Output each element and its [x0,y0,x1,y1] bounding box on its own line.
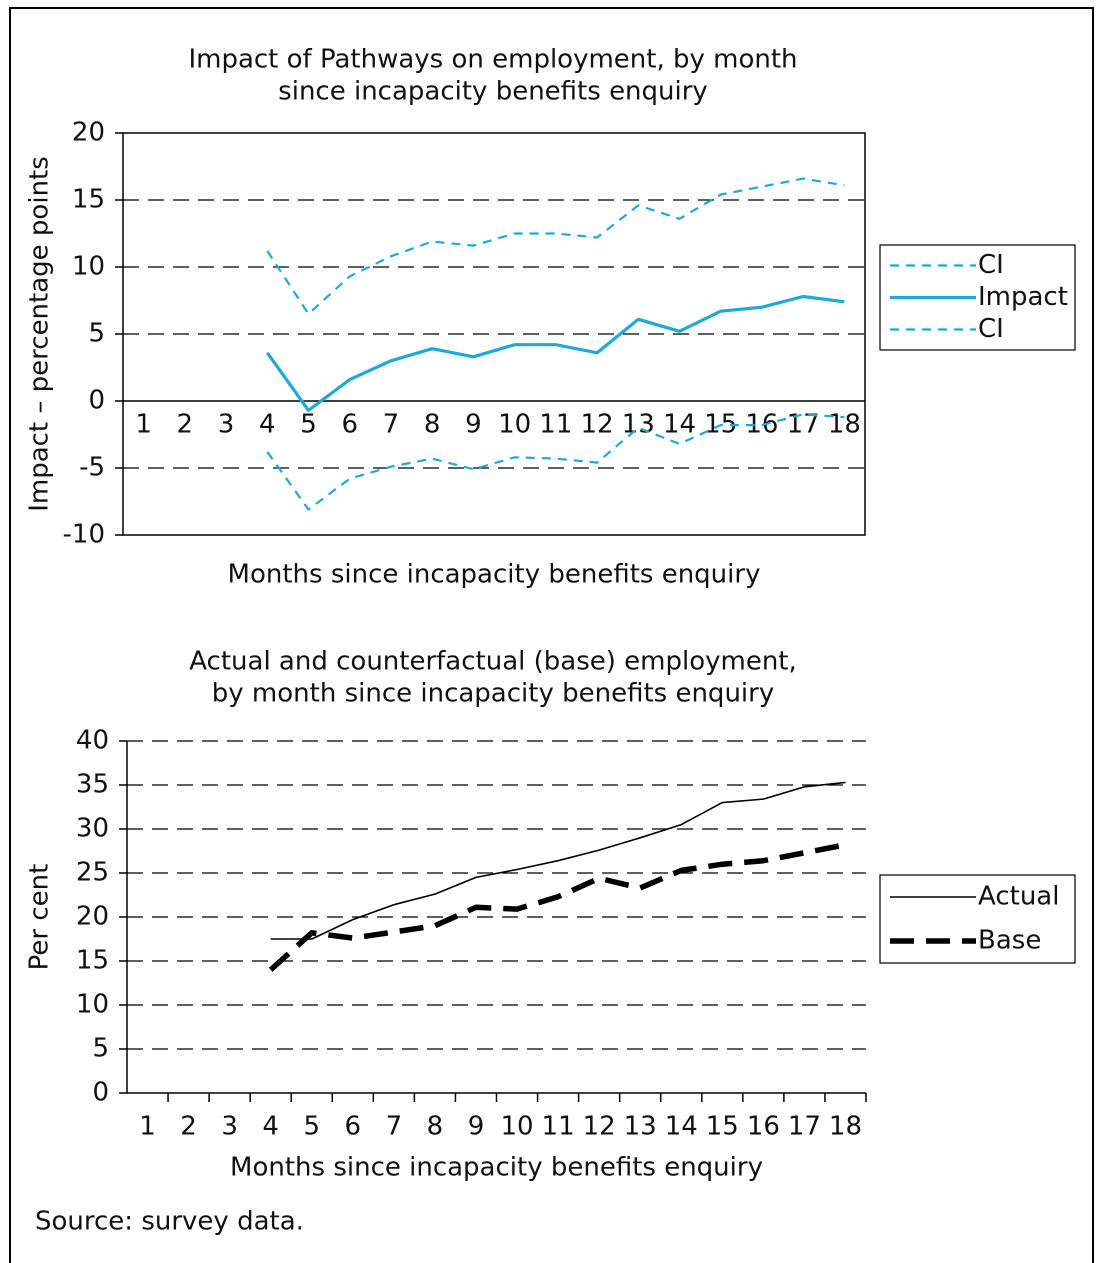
y-tick-label: 10 [76,990,109,1020]
plot-frame [122,132,866,536]
x-tick-label: 18 [828,410,861,440]
legend-label: Actual [978,882,1059,912]
x-tick-label: 7 [386,1112,403,1142]
x-tick-label: 7 [383,410,400,440]
series-line [266,413,845,511]
x-tick-label: 14 [665,1112,698,1142]
y-tick-label: 5 [88,319,105,349]
x-tick-label: 4 [259,410,276,440]
y-tick-label: 40 [76,726,109,756]
y-tick-label: 35 [76,770,109,800]
x-tick-label: 6 [345,1112,362,1142]
series-line [270,781,846,940]
x-tick-label: 8 [427,1112,444,1142]
y-tick-label: 5 [92,1034,109,1064]
x-tick-label: 3 [218,410,235,440]
y-tick-label: 20 [76,902,109,932]
x-tick-label: 3 [221,1112,238,1142]
x-tick-label: 11 [539,410,572,440]
legend-label: Impact [978,282,1068,312]
series-line [268,842,847,972]
legend-label: Base [978,926,1041,956]
x-axis-label: Months since incapacity benefits enquiry [228,560,761,590]
chart-title: Actual and counterfactual (base) employm… [189,647,797,677]
y-tick-label: 10 [72,252,105,282]
y-tick-label: 15 [76,946,109,976]
x-tick-label: 17 [787,410,820,440]
y-tick-label: 30 [76,814,109,844]
x-tick-label: 16 [747,1112,780,1142]
legend-label: CI [978,250,1004,280]
x-tick-label: 6 [341,410,358,440]
chart-title: by month since incapacity benefits enqui… [212,679,774,709]
x-tick-label: 13 [624,1112,657,1142]
x-tick-label: 13 [622,410,655,440]
y-tick-label: 0 [92,1078,109,1108]
y-axis-label: Impact – percentage points [25,156,55,512]
x-tick-label: 18 [829,1112,862,1142]
chart-title: Impact of Pathways on employment, by mon… [188,45,797,75]
x-tick-label: 12 [583,1112,616,1142]
x-tick-label: 1 [135,410,152,440]
y-tick-label: 20 [72,118,105,148]
x-tick-label: 1 [139,1112,156,1142]
x-tick-label: 11 [542,1112,575,1142]
legend-box [879,874,1076,964]
y-tick-label: 25 [76,858,109,888]
chart-title: since incapacity benefits enquiry [278,77,708,107]
x-tick-label: 10 [500,1112,533,1142]
x-axis-label: Months since incapacity benefits enquiry [230,1153,763,1183]
x-tick-label: 5 [303,1112,320,1142]
legend-label: CI [978,314,1004,344]
x-tick-label: 9 [468,1112,485,1142]
x-tick-label: 12 [581,410,614,440]
frame [9,7,1094,1263]
x-tick-label: 5 [300,410,317,440]
x-tick-label: 15 [706,1112,739,1142]
y-tick-label: -10 [63,520,105,550]
series-line [266,177,845,315]
x-tick-label: 2 [180,1112,197,1142]
x-tick-label: 10 [498,410,531,440]
source-note: Source: survey data. [35,1207,304,1237]
series-line [265,294,845,412]
x-tick-label: 4 [262,1112,279,1142]
y-tick-label: 0 [88,386,105,416]
x-tick-label: 17 [788,1112,821,1142]
y-tick-label: 15 [72,185,105,215]
y-tick-label: -5 [79,453,105,483]
x-tick-label: 2 [177,410,194,440]
x-tick-label: 8 [424,410,441,440]
x-tick-label: 9 [465,410,482,440]
y-axis-label: Per cent [25,864,55,971]
x-tick-label: 14 [663,410,696,440]
